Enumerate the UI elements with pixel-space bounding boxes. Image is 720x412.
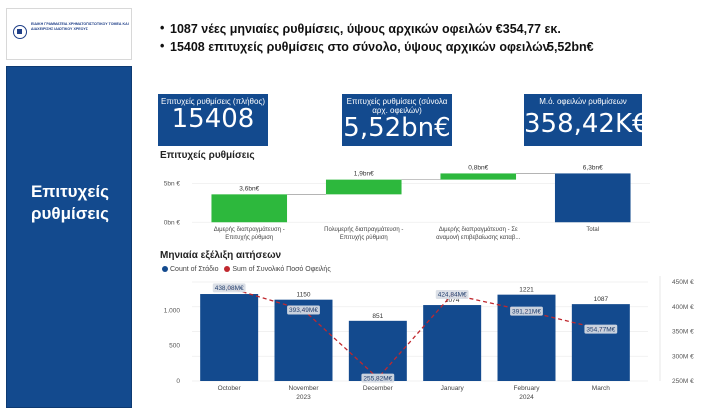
- kpi-value: 5,52bn€: [343, 113, 451, 143]
- legend-label: Sum of Συνολικό Ποσό Οφειλής: [232, 266, 331, 273]
- debt-sum-label: 424,84M€: [438, 292, 467, 299]
- summary-bullet-2-value: 5,52bn€: [547, 40, 594, 54]
- month-label: March: [592, 385, 610, 392]
- waterfall-data-label: 3,6bn€: [239, 185, 259, 192]
- monthly-legend: Count of Στάδιο Sum of Συνολικό Ποσό Οφε…: [162, 266, 331, 273]
- debt-sum-label: 438,08M€: [215, 285, 244, 292]
- debt-sum-label-bg: [435, 289, 469, 299]
- year-label: 2023: [296, 394, 311, 401]
- monthly-bar-label: 851: [372, 313, 383, 320]
- monthly-chart-title: Μηνιαία εξέλιξη αιτήσεων: [160, 250, 282, 261]
- right-axis-tick: 300M €: [672, 353, 694, 360]
- summary-bullet-2-text: 15408 επιτυχείς ρυθμίσεις στο σύνολο, ύψ…: [170, 40, 550, 54]
- waterfall-bar: [211, 194, 288, 223]
- right-axis-tick: 250M €: [672, 378, 694, 385]
- left-axis-tick: 500: [169, 343, 180, 350]
- debt-sum-label-bg: [212, 283, 246, 293]
- summary-bullet-1: 1087 νέες μηνιαίες ρυθμίσεις, ύψους αρχι…: [160, 21, 680, 40]
- month-label: February: [513, 385, 540, 392]
- kpi-label: Επιτυχείς ρυθμίσεις (σύνολα αρχ. οφειλών…: [346, 97, 448, 115]
- right-axis-tick: 450M €: [672, 279, 694, 286]
- debt-sum-label: 255,82M€: [363, 375, 392, 382]
- emblem-icon: [13, 25, 27, 39]
- legend-dot-count: [162, 266, 168, 272]
- monthly-bar-label: 1221: [519, 287, 534, 294]
- waterfall-data-label: 1,9bn€: [354, 171, 374, 178]
- monthly-bar: [423, 305, 482, 381]
- waterfall-category-label: Total: [586, 227, 599, 233]
- waterfall-bar: [325, 179, 402, 195]
- org-logo: ΕΙΔΙΚΗ ΓΡΑΜΜΑΤΕΙΑ ΧΡΗΜΑΤΟΠΙΣΤΩΤΙΚΟΥ ΤΟΜΕ…: [6, 8, 132, 60]
- summary-bullets: 1087 νέες μηνιαίες ρυθμίσεις, ύψους αρχι…: [160, 21, 680, 58]
- kpi-card-count: Επιτυχείς ρυθμίσεις (πλήθος) 15408: [158, 94, 268, 146]
- debt-sum-label: 393,49M€: [289, 307, 318, 314]
- right-axis-tick: 350M €: [672, 329, 694, 336]
- year-label: 2024: [519, 394, 534, 401]
- legend-item-count[interactable]: Count of Στάδιο: [162, 266, 220, 273]
- sidebar: ΕΙΔΙΚΗ ΓΡΑΜΜΑΤΕΙΑ ΧΡΗΜΑΤΟΠΙΣΤΩΤΙΚΟΥ ΤΟΜΕ…: [6, 8, 132, 408]
- waterfall-bar: [554, 173, 631, 223]
- legend-item-sum[interactable]: Sum of Συνολικό Ποσό Οφειλής: [224, 266, 331, 273]
- debt-sum-label-bg: [287, 305, 320, 315]
- org-name: ΕΙΔΙΚΗ ΓΡΑΜΜΑΤΕΙΑ ΧΡΗΜΑΤΟΠΙΣΤΩΤΙΚΟΥ ΤΟΜΕ…: [31, 22, 129, 31]
- debt-sum-label: 391,21M€: [512, 308, 541, 315]
- waterfall-data-label: 0,8bn€: [468, 164, 488, 171]
- kpi-card-avg-debt: Μ.ό. οφειλών ρυθμίσεων 358,42K€: [524, 94, 649, 146]
- page-title: Επιτυχείς ρυθμίσεις: [7, 181, 133, 225]
- debt-sum-label-bg: [361, 373, 395, 383]
- left-axis-tick: 0: [176, 378, 180, 385]
- debt-sum-label: 354,77M€: [586, 326, 615, 333]
- summary-bullet-2: 15408 επιτυχείς ρυθμίσεις στο σύνολο, ύψ…: [160, 39, 680, 58]
- monthly-bar-label: 1150: [297, 292, 311, 299]
- waterfall-bar: [440, 173, 517, 180]
- waterfall-data-label: 6,3bn€: [583, 164, 603, 171]
- debt-sum-label-bg: [584, 324, 618, 334]
- monthly-bar-label: 1074: [445, 297, 460, 304]
- waterfall-category-label: Πολυμερής διαπραγμάτευση -Επιτυχής ρύθμι…: [324, 226, 403, 241]
- side-panel: Επιτυχείς ρυθμίσεις: [6, 66, 132, 408]
- kpi-card-total-debt: Επιτυχείς ρυθμίσεις (σύνολα αρχ. οφειλών…: [342, 94, 452, 146]
- month-label: January: [441, 385, 465, 392]
- legend-label: Count of Στάδιο: [170, 266, 219, 273]
- monthly-bar: [200, 294, 259, 381]
- right-axis-tick: 400M €: [672, 304, 694, 311]
- legend-dot-sum: [224, 266, 231, 272]
- monthly-bar: [571, 304, 630, 381]
- page-title-line1: Επιτυχείς: [31, 182, 109, 201]
- monthly-bar: [348, 320, 407, 381]
- kpi-label: Μ.ό. οφειλών ρυθμίσεων: [539, 97, 627, 106]
- month-label: December: [363, 385, 394, 392]
- left-axis-tick: 1.000: [164, 307, 181, 314]
- page-title-line2: ρυθμίσεις: [31, 204, 109, 223]
- kpi-value: 15408: [171, 104, 255, 134]
- monthly-bar-label: 1087: [594, 296, 609, 303]
- kpi-label: Επιτυχείς ρυθμίσεις (πλήθος): [161, 97, 265, 106]
- month-label: October: [218, 385, 242, 392]
- waterfall-category-label: Διμερής διαπραγμάτευση - Σε αναμονή επιβε…: [436, 226, 520, 241]
- kpi-value: 358,42K€: [524, 109, 649, 139]
- waterfall-y-tick: 5bn €: [164, 181, 181, 188]
- waterfall-y-tick: 0bn €: [164, 219, 181, 226]
- debt-sum-label-bg: [510, 306, 543, 316]
- month-label: November: [289, 385, 320, 392]
- waterfall-category-label: Διμερής διαπραγμάτευση -Επιτυχής ρύθμιση: [214, 226, 285, 241]
- waterfall-title: Επιτυχείς ρυθμίσεις: [160, 150, 255, 161]
